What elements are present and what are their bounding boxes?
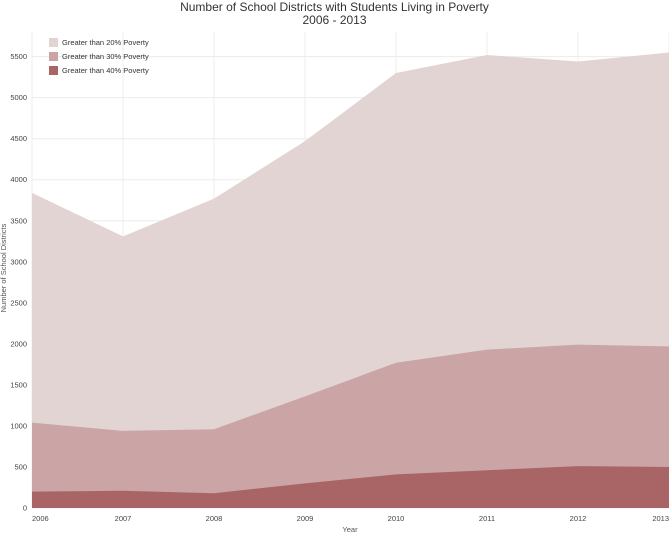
area-series-2 (32, 344, 669, 508)
x-axis-label: Year (342, 525, 358, 534)
y-tick-label-5500: 5500 (10, 52, 27, 61)
x-tick-label-2010: 2010 (388, 514, 405, 523)
x-tick-label-2006: 2006 (32, 514, 49, 523)
y-tick-label-3500: 3500 (10, 216, 27, 225)
y-axis-label: Number of School Districts (0, 223, 8, 312)
area-series-3 (32, 466, 669, 508)
y-tick-label-5000: 5000 (10, 93, 27, 102)
x-tick-label-2008: 2008 (206, 514, 223, 523)
axis-layer: 0 500 1000 1500 2000 2500 3000 3500 4000 4500 5000… (10, 52, 669, 523)
legend-swatch-2 (49, 52, 58, 61)
y-tick-label-2000: 2000 (10, 339, 27, 348)
y-tick-label-500: 500 (14, 462, 27, 471)
chart-subtitle: 2006 - 2013 (302, 13, 367, 27)
chart-title: Number of School Districts with Students… (180, 0, 489, 14)
x-tick-label-2013: 2013 (652, 514, 669, 523)
area-layer (32, 52, 669, 508)
legend-swatch-3 (49, 66, 58, 75)
x-tick-label-2012: 2012 (570, 514, 587, 523)
legend-label-3: Greater than 40% Poverty (62, 66, 149, 75)
legend: Greater than 20% Poverty Greater than 30%… (49, 38, 149, 75)
x-tick-label-2007: 2007 (115, 514, 132, 523)
chart-title-block: Number of School Districts with Students… (0, 1, 669, 27)
legend-label-2: Greater than 30% Poverty (62, 52, 149, 61)
y-tick-label-0: 0 (23, 504, 27, 513)
y-tick-label-4500: 4500 (10, 134, 27, 143)
legend-swatch-1 (49, 38, 58, 47)
x-tick-label-2009: 2009 (297, 514, 314, 523)
y-tick-label-4000: 4000 (10, 175, 27, 184)
legend-label-1: Greater than 20% Poverty (62, 38, 149, 47)
y-tick-label-1500: 1500 (10, 380, 27, 389)
y-tick-label-1000: 1000 (10, 421, 27, 430)
y-tick-label-2500: 2500 (10, 298, 27, 307)
y-tick-label-3000: 3000 (10, 257, 27, 266)
x-tick-label-2011: 2011 (479, 514, 495, 523)
